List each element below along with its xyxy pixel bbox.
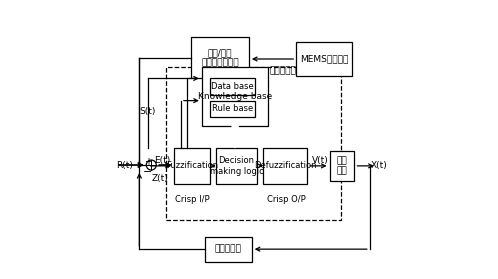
FancyBboxPatch shape xyxy=(210,101,254,117)
Text: Crisp O/P: Crisp O/P xyxy=(267,195,306,204)
Text: R(t): R(t) xyxy=(116,160,132,170)
FancyBboxPatch shape xyxy=(296,42,352,76)
FancyBboxPatch shape xyxy=(174,148,210,184)
FancyArrow shape xyxy=(229,126,242,148)
Text: Fuzzification: Fuzzification xyxy=(166,161,218,170)
Text: Z(t): Z(t) xyxy=(151,174,168,183)
Text: V(t): V(t) xyxy=(312,156,329,165)
Text: E(t): E(t) xyxy=(154,156,171,165)
FancyBboxPatch shape xyxy=(263,148,307,184)
FancyBboxPatch shape xyxy=(205,237,252,262)
Text: X(t): X(t) xyxy=(371,160,388,170)
FancyBboxPatch shape xyxy=(210,78,254,95)
Text: Defuzzification: Defuzzification xyxy=(254,161,316,170)
Text: S(t): S(t) xyxy=(139,107,156,116)
Text: Data base: Data base xyxy=(211,82,253,91)
Text: −: − xyxy=(142,167,152,177)
FancyBboxPatch shape xyxy=(191,37,249,78)
Text: Decision
making logic: Decision making logic xyxy=(210,156,263,175)
Text: 音圈
马达: 音圈 马达 xyxy=(337,156,348,175)
FancyBboxPatch shape xyxy=(202,67,268,126)
Text: 位置传感器: 位置传感器 xyxy=(215,245,242,254)
FancyBboxPatch shape xyxy=(166,67,341,220)
Text: Knowledge base: Knowledge base xyxy=(198,92,272,101)
Text: Rule base: Rule base xyxy=(212,104,253,114)
FancyBboxPatch shape xyxy=(330,151,355,181)
Text: MEMS惯性元件: MEMS惯性元件 xyxy=(300,54,348,64)
Text: 模糊控制器: 模糊控制器 xyxy=(270,66,297,75)
Text: 相机/手机
手抖信号估测器: 相机/手机 手抖信号估测器 xyxy=(201,48,239,67)
FancyBboxPatch shape xyxy=(216,148,257,184)
Text: Crisp I/P: Crisp I/P xyxy=(175,195,209,204)
Text: +: + xyxy=(144,157,152,167)
